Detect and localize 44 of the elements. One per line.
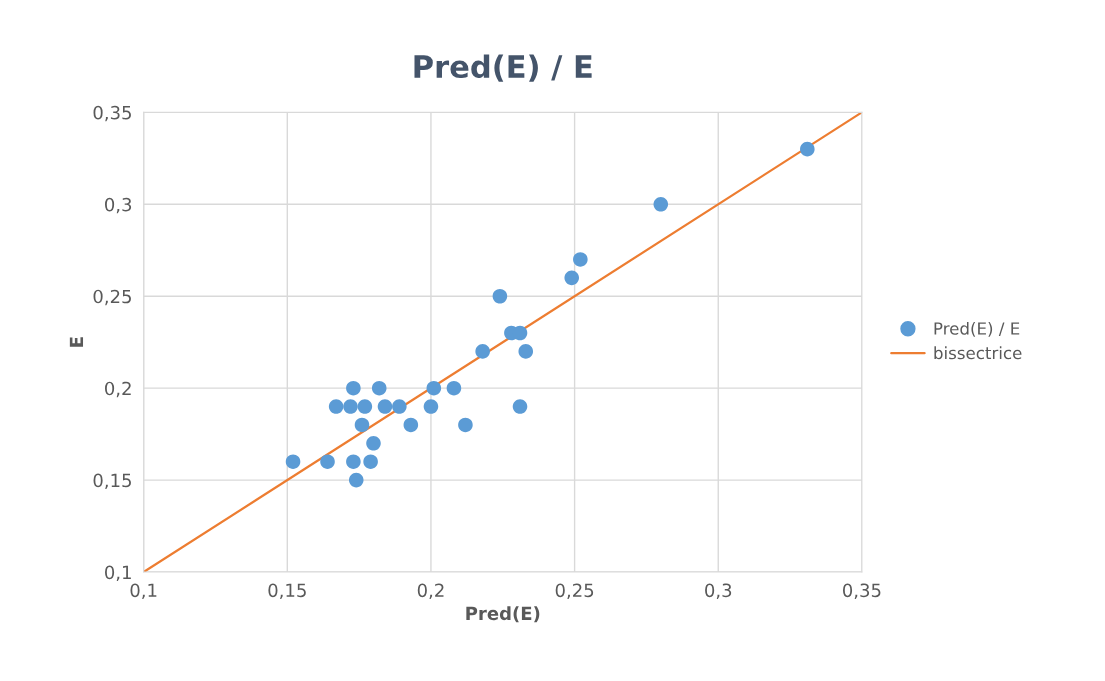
point xyxy=(357,399,373,414)
point xyxy=(446,380,462,396)
point xyxy=(573,252,588,267)
point xyxy=(492,288,508,304)
x-axis-title: Pred(E) xyxy=(466,606,540,623)
legend-label: bissectrice xyxy=(934,346,1022,360)
y-tick-label: 0,25 xyxy=(93,289,131,306)
point xyxy=(475,344,490,359)
point xyxy=(458,417,473,433)
y-tick-label: 0,35 xyxy=(93,105,131,122)
point xyxy=(392,399,407,414)
x-tick-label: 0,25 xyxy=(555,583,594,599)
x-tick-label: 0,1 xyxy=(130,583,157,599)
x-tick-label: 0,15 xyxy=(268,583,306,599)
y-tick-label: 0,15 xyxy=(93,473,131,490)
point xyxy=(800,141,815,157)
point xyxy=(366,436,381,451)
point xyxy=(653,197,669,212)
point xyxy=(363,454,378,469)
legend-label: Pred(E) / E xyxy=(934,321,1020,337)
point xyxy=(348,472,364,488)
point xyxy=(426,380,442,396)
point xyxy=(346,380,361,396)
x-tick-label: 0,35 xyxy=(842,583,881,599)
point xyxy=(518,344,534,359)
point xyxy=(423,399,439,414)
x-tick-label: 0,2 xyxy=(417,583,444,599)
y-tick-label: 0,1 xyxy=(105,565,131,581)
y-axis-title: E xyxy=(69,337,84,347)
point xyxy=(346,454,361,469)
point xyxy=(512,399,528,414)
point xyxy=(564,270,580,286)
chart-title: Pred(E) / E xyxy=(414,54,592,82)
point xyxy=(354,417,370,433)
x-tick-label: 0,3 xyxy=(705,583,732,599)
point xyxy=(343,399,358,414)
point xyxy=(320,454,335,469)
point xyxy=(371,380,387,396)
point xyxy=(377,399,393,414)
point xyxy=(285,454,301,469)
point xyxy=(403,417,419,433)
point xyxy=(328,399,344,414)
y-tick-label: 0,3 xyxy=(105,197,132,214)
y-tick-label: 0,2 xyxy=(105,381,131,398)
